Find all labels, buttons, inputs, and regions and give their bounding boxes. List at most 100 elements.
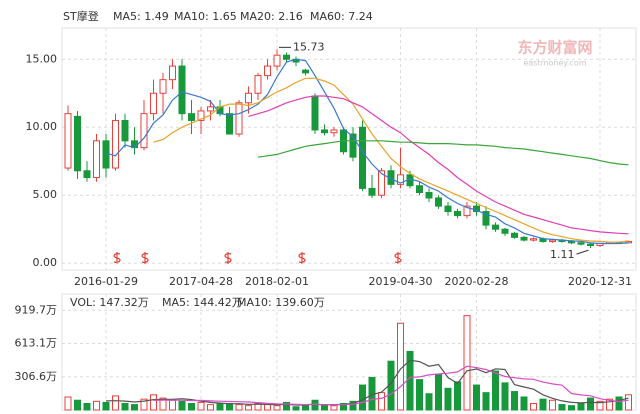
legend-entry: MA10: 139.60万 bbox=[237, 296, 325, 309]
candle-body bbox=[74, 115, 81, 172]
volume-bar bbox=[530, 402, 537, 411]
volume-bar bbox=[473, 384, 480, 411]
candle-body bbox=[83, 170, 91, 179]
candle-body bbox=[283, 54, 290, 60]
volume-bar bbox=[273, 405, 281, 411]
volume-bar bbox=[311, 399, 319, 411]
volume-bar bbox=[197, 401, 205, 411]
volume-bar bbox=[615, 396, 623, 411]
legend-entry: MA20: 2.16 bbox=[240, 10, 303, 23]
candle-body bbox=[492, 224, 499, 230]
candle-body bbox=[188, 113, 195, 121]
candle-body bbox=[273, 54, 281, 67]
event-icon bbox=[141, 252, 149, 264]
candle-body bbox=[482, 211, 490, 226]
volume-bar bbox=[340, 402, 347, 411]
candle-body bbox=[93, 140, 100, 179]
candle-body bbox=[568, 240, 575, 244]
x-tick-label: 2020-02-28 bbox=[445, 275, 509, 288]
candle-body bbox=[207, 106, 214, 112]
ma-line bbox=[153, 77, 629, 243]
volume-bar bbox=[444, 387, 452, 411]
legend-entry: MA5: 1.49 bbox=[113, 10, 169, 23]
x-tick-label: 2016-01-29 bbox=[74, 275, 138, 288]
volume-bar bbox=[207, 404, 214, 411]
candle-body bbox=[577, 242, 585, 245]
volume-bar bbox=[140, 398, 148, 411]
event-icon bbox=[298, 252, 306, 264]
watermark-sub: eastmoney.com bbox=[523, 59, 586, 68]
volume-bar bbox=[492, 370, 499, 411]
volume-bar bbox=[558, 404, 566, 411]
volume-bar bbox=[112, 395, 119, 411]
candle-body bbox=[197, 110, 205, 121]
volume-bar bbox=[454, 381, 461, 411]
ma-line bbox=[105, 359, 629, 406]
volume-bar bbox=[425, 393, 433, 411]
legend-entry: MA60: 7.24 bbox=[310, 10, 373, 23]
chart-title: ST摩登 bbox=[63, 9, 99, 23]
volume-bar bbox=[264, 404, 271, 411]
volume-bar bbox=[520, 396, 528, 411]
candle-body bbox=[254, 75, 262, 94]
candle-body bbox=[159, 79, 167, 94]
annotation-arrow bbox=[576, 249, 589, 255]
candle-body bbox=[378, 170, 385, 196]
candle-body bbox=[587, 243, 594, 247]
candle-body bbox=[425, 192, 433, 199]
volume-bar bbox=[178, 400, 186, 411]
candle-body bbox=[454, 211, 461, 217]
legend-entry: MA10: 1.65 bbox=[174, 10, 237, 23]
volume-bar bbox=[378, 392, 385, 411]
candle-body bbox=[520, 236, 528, 241]
volume-bar bbox=[245, 405, 252, 411]
candle-body bbox=[549, 239, 556, 242]
volume-bar bbox=[216, 402, 224, 411]
volume-bar bbox=[102, 401, 110, 411]
x-tick-label: 2017-04-28 bbox=[169, 275, 233, 288]
x-tick-label: 2020-12-31 bbox=[568, 275, 632, 288]
candle-body bbox=[330, 129, 338, 134]
candle-body bbox=[235, 102, 243, 135]
ma-line bbox=[257, 140, 629, 166]
volume-bar bbox=[74, 399, 81, 411]
volume-bar bbox=[501, 382, 509, 411]
volume-bar bbox=[150, 394, 157, 411]
legend-entry: VOL: 147.32万 bbox=[70, 296, 149, 309]
volume-bar bbox=[169, 399, 176, 411]
candle-body bbox=[397, 174, 404, 185]
candle-body bbox=[178, 65, 186, 115]
volume-bar bbox=[568, 405, 575, 411]
volume-bar bbox=[226, 402, 233, 411]
ma-line bbox=[105, 58, 629, 245]
x-tick-label: 2018-02-01 bbox=[245, 275, 309, 288]
candle-body bbox=[169, 65, 176, 81]
event-icon bbox=[394, 252, 402, 264]
candle-body bbox=[321, 129, 328, 134]
annotation: 15.73 bbox=[293, 40, 325, 53]
candle-body bbox=[311, 95, 319, 131]
candle-body bbox=[245, 92, 252, 104]
volume-bar bbox=[596, 400, 604, 411]
candle-body bbox=[463, 205, 471, 217]
volume-bar bbox=[359, 384, 366, 411]
y-tick-label: 5.00 bbox=[33, 188, 58, 201]
candle-body bbox=[302, 69, 309, 74]
watermark: 东方财富网 bbox=[517, 39, 592, 57]
legend-entry: MA5: 144.42万 bbox=[162, 296, 243, 309]
volume-bar bbox=[131, 404, 138, 411]
volume-bar bbox=[292, 406, 300, 411]
price-frame bbox=[61, 27, 637, 271]
y-tick-label: 0.00 bbox=[33, 256, 58, 269]
candle-body bbox=[501, 228, 509, 234]
candle-body bbox=[121, 119, 129, 142]
candle-body bbox=[435, 197, 442, 207]
volume-bar bbox=[625, 394, 632, 411]
volume-bar bbox=[159, 397, 167, 411]
candle-body bbox=[444, 205, 452, 213]
volume-bar bbox=[121, 402, 129, 411]
y-tick-label: 10.00 bbox=[26, 120, 58, 133]
volume-bar bbox=[587, 397, 594, 411]
candle-body bbox=[530, 238, 537, 241]
